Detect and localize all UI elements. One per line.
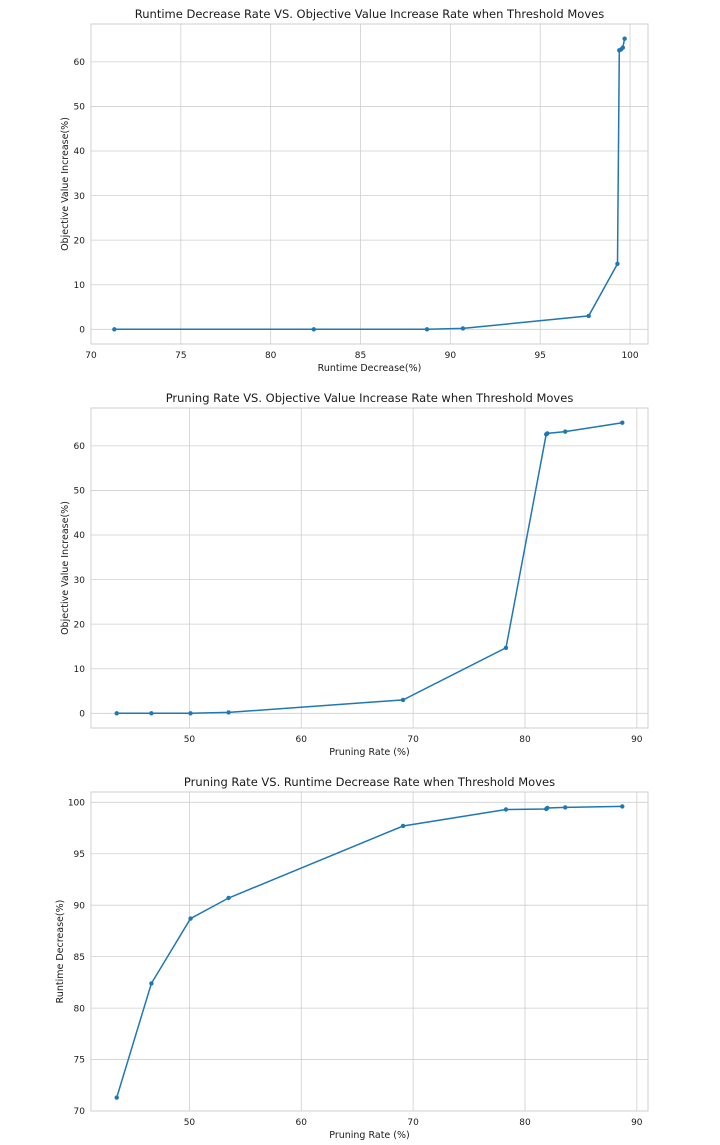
plot-frame bbox=[90, 791, 649, 1112]
x-axis-label: Pruning Rate (%) bbox=[329, 747, 409, 758]
data-point bbox=[622, 36, 627, 41]
data-point bbox=[114, 711, 119, 716]
chart-title: Runtime Decrease Rate VS. Objective Valu… bbox=[135, 7, 604, 21]
chart-title: Pruning Rate VS. Runtime Decrease Rate w… bbox=[184, 775, 555, 789]
x-tick-label: 90 bbox=[445, 351, 457, 361]
data-point bbox=[620, 420, 625, 425]
y-tick-label: 95 bbox=[74, 850, 85, 860]
data-point bbox=[563, 429, 568, 434]
y-tick-label: 60 bbox=[74, 58, 86, 68]
y-tick-label: 90 bbox=[74, 901, 86, 911]
data-point bbox=[114, 1095, 119, 1100]
y-tick-label: 10 bbox=[74, 665, 86, 675]
data-point bbox=[149, 711, 154, 716]
x-tick-label: 70 bbox=[85, 351, 97, 361]
y-tick-label: 50 bbox=[74, 487, 86, 497]
x-tick-label: 50 bbox=[184, 1118, 196, 1128]
y-tick-label: 60 bbox=[74, 442, 86, 452]
data-point bbox=[188, 711, 193, 716]
x-axis-label: Pruning Rate (%) bbox=[329, 1130, 409, 1141]
y-tick-label: 85 bbox=[74, 953, 85, 963]
plot-frame bbox=[90, 407, 649, 729]
x-axis-label: Runtime Decrease(%) bbox=[318, 363, 422, 374]
x-tick-label: 100 bbox=[621, 351, 638, 361]
series-line bbox=[115, 805, 623, 1098]
chart-1: 70 75 80 85 90 95 100 0 10 20 30 40 50 60 Runtime Decr… bbox=[60, 7, 649, 374]
data-point bbox=[503, 645, 509, 650]
x-tick-label: 75 bbox=[175, 351, 186, 361]
x-tick-label: 80 bbox=[519, 1118, 531, 1128]
y-tick-label: 20 bbox=[74, 620, 86, 630]
y-tick-label: 0 bbox=[79, 325, 85, 335]
x-tick-label: 90 bbox=[631, 735, 643, 745]
data-point bbox=[424, 327, 430, 332]
data-point bbox=[620, 45, 626, 50]
x-tick-label: 60 bbox=[296, 1118, 308, 1128]
data-point bbox=[188, 916, 193, 921]
data-point bbox=[400, 697, 406, 703]
x-tick-label: 60 bbox=[296, 735, 308, 745]
y-tick-label: 10 bbox=[74, 281, 86, 291]
data-point bbox=[112, 327, 117, 332]
chart-title: Pruning Rate VS. Objective Value Increas… bbox=[166, 391, 574, 405]
chart-2: 50 60 70 80 90 0 10 20 30 40 50 60 Pruning Rate VS. … bbox=[60, 391, 649, 758]
x-tick-label: 90 bbox=[631, 1118, 643, 1128]
y-axis-label: Objective Value Increase(%) bbox=[60, 501, 71, 635]
data-point bbox=[586, 313, 591, 319]
series-line bbox=[116, 421, 623, 715]
y-tick-label: 50 bbox=[74, 103, 86, 113]
x-tick-label: 70 bbox=[407, 735, 419, 745]
y-tick-label: 40 bbox=[74, 147, 86, 157]
chart-3: 50 60 70 80 90 70 75 80 85 90 95 100 Pruning Rate VS… bbox=[55, 775, 649, 1141]
x-tick-label: 80 bbox=[519, 735, 531, 745]
data-point bbox=[226, 895, 231, 901]
x-tick-label: 95 bbox=[534, 351, 545, 361]
data-point bbox=[545, 431, 550, 436]
series-line bbox=[114, 38, 626, 331]
y-tick-label: 100 bbox=[68, 798, 85, 808]
x-tick-label: 50 bbox=[184, 735, 196, 745]
data-point bbox=[615, 261, 620, 266]
data-point bbox=[311, 327, 316, 332]
y-tick-label: 0 bbox=[79, 709, 85, 719]
plot-frame bbox=[90, 23, 649, 345]
y-tick-label: 30 bbox=[74, 192, 86, 202]
data-point bbox=[545, 805, 550, 811]
data-point bbox=[503, 807, 509, 812]
data-point bbox=[400, 823, 406, 829]
data-point bbox=[620, 804, 625, 809]
x-tick-label: 70 bbox=[407, 1118, 419, 1128]
data-point bbox=[460, 326, 466, 331]
y-tick-label: 40 bbox=[74, 531, 86, 541]
y-axis-label: Runtime Decrease(%) bbox=[55, 900, 66, 1004]
data-point bbox=[563, 805, 568, 810]
y-tick-label: 20 bbox=[74, 236, 86, 246]
y-tick-label: 75 bbox=[74, 1056, 85, 1066]
x-tick-label: 85 bbox=[355, 351, 366, 361]
x-tick-label: 80 bbox=[265, 351, 277, 361]
y-tick-label: 30 bbox=[74, 576, 86, 586]
y-tick-label: 80 bbox=[74, 1004, 86, 1014]
data-point bbox=[149, 981, 154, 986]
y-axis-label: Objective Value Increase(%) bbox=[60, 117, 71, 251]
y-tick-label: 70 bbox=[74, 1107, 86, 1117]
data-point bbox=[226, 710, 231, 715]
